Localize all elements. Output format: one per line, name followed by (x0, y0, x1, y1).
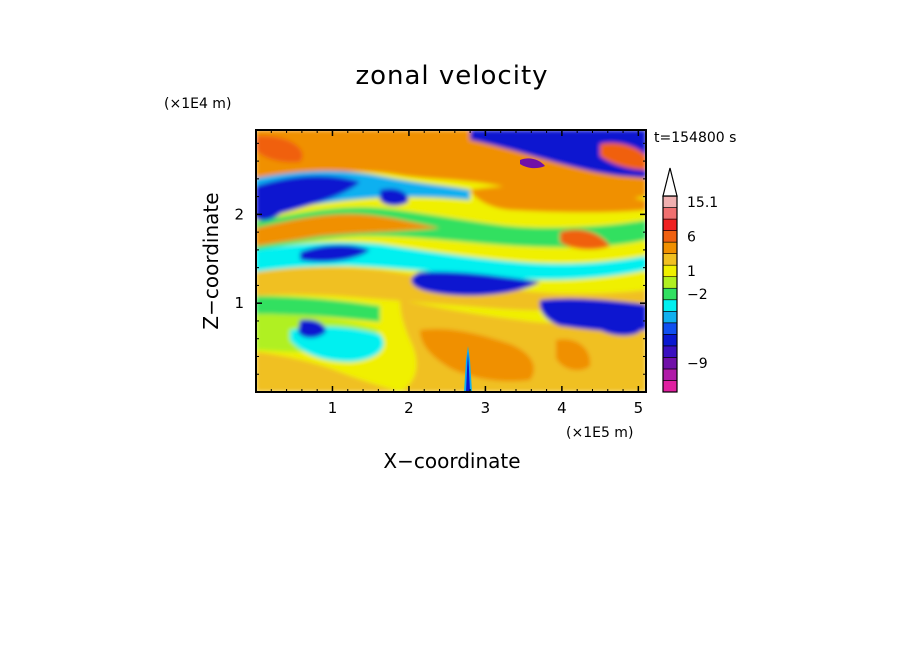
y-tick-label: 2 (234, 205, 244, 223)
colorbar-label: 1 (687, 264, 696, 280)
colorbar-label: −2 (687, 287, 708, 303)
colorbar-swatch (662, 207, 678, 220)
colorbar-extend-arrow (662, 167, 678, 197)
colorbar-swatch (662, 195, 678, 208)
y-axis-ticks: 12 (234, 142, 646, 375)
x-tick-label: 5 (634, 399, 644, 417)
colorbar-swatch (662, 264, 678, 278)
plot-frame (255, 129, 647, 393)
x-tick-label: 1 (328, 399, 338, 417)
colorbar-label: 15.1 (687, 195, 718, 211)
x-unit-label: (×1E5 m) (566, 425, 633, 441)
colorbar-swatch (662, 322, 678, 335)
colorbar-swatch (662, 230, 678, 243)
colorbar-swatch (662, 368, 678, 381)
colorbar-swatch (662, 380, 678, 393)
colorbar-swatch (662, 218, 678, 231)
colorbar-label: 6 (687, 229, 696, 245)
colorbar-swatch (662, 345, 678, 358)
y-tick-label: 1 (234, 294, 244, 312)
time-label: t=154800 s (654, 130, 736, 146)
contour-field (256, 130, 646, 392)
colorbar-swatch (662, 253, 678, 266)
colorbar-swatch (662, 310, 678, 324)
colorbar-swatch (662, 241, 678, 254)
x-tick-label: 2 (404, 399, 414, 417)
colorbar: 15.1 6 1 −2 −9 (662, 167, 718, 393)
colorbar-swatch (662, 334, 678, 347)
colorbar-swatch (662, 299, 678, 312)
chart-title: zonal velocity (355, 61, 548, 91)
colorbar-label: −9 (687, 356, 708, 372)
x-axis-label: X−coordinate (383, 449, 520, 473)
colorbar-swatch (662, 276, 678, 289)
y-axis-label: Z−coordinate (199, 192, 223, 329)
colorbar-swatch (662, 287, 678, 301)
x-axis-ticks: 1 2 3 4 5 (270, 130, 644, 417)
x-tick-label: 3 (481, 399, 491, 417)
x-tick-label: 4 (557, 399, 567, 417)
y-unit-label: (×1E4 m) (164, 96, 231, 112)
colorbar-swatch (662, 357, 678, 370)
